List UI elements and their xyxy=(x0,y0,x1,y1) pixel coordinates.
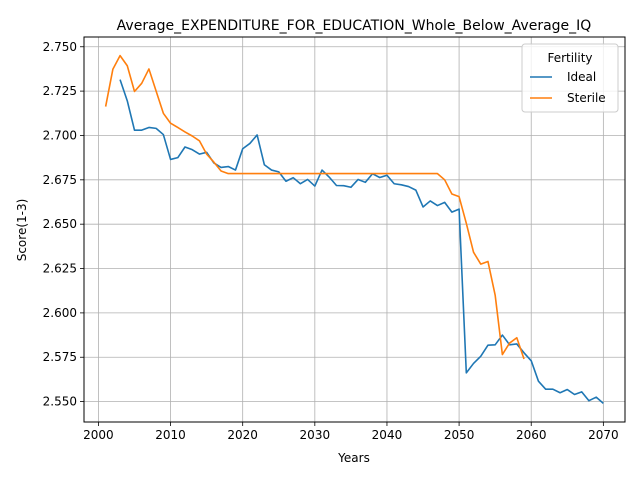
x-tick-label: 2050 xyxy=(444,428,475,442)
legend-title: Fertility xyxy=(547,51,592,65)
legend-box xyxy=(521,43,619,113)
x-axis-label: Years xyxy=(337,451,370,465)
y-tick-label: 2.675 xyxy=(43,173,77,187)
y-tick-label: 2.575 xyxy=(43,350,77,364)
y-tick-label: 2.625 xyxy=(43,262,77,276)
y-axis-label: Score(1-3) xyxy=(15,199,29,262)
x-axis-ticks: 2000 2010 2020 2030 2040 2050 2060 2070 xyxy=(83,422,619,442)
y-axis-ticks: 2.550 2.575 2.600 2.625 2.650 2.675 2.700 2.725… xyxy=(43,40,84,409)
legend: Fertility Ideal Sterile xyxy=(521,43,619,113)
series-line-sterile xyxy=(104,54,525,360)
x-tick-label: 2030 xyxy=(300,428,331,442)
x-tick-label: 2010 xyxy=(155,428,186,442)
legend-label-sterile: Sterile xyxy=(567,91,606,105)
y-tick-label: 2.550 xyxy=(43,395,77,409)
y-tick-label: 2.725 xyxy=(43,84,77,98)
legend-label-ideal: Ideal xyxy=(567,70,596,84)
y-tick-label: 2.600 xyxy=(43,306,77,320)
series-lines xyxy=(104,54,604,404)
x-tick-label: 2020 xyxy=(227,428,258,442)
x-tick-label: 2060 xyxy=(516,428,547,442)
x-tick-label: 2040 xyxy=(372,428,403,442)
x-tick-label: 2070 xyxy=(588,428,619,442)
y-tick-label: 2.700 xyxy=(43,128,77,142)
y-tick-label: 2.750 xyxy=(43,40,77,54)
x-tick-label: 2000 xyxy=(83,428,114,442)
plot-frame xyxy=(83,36,626,423)
chart-title: Average_EXPENDITURE_FOR_EDUCATION_Whole_… xyxy=(117,18,592,34)
series-line-ideal xyxy=(119,79,604,404)
y-tick-label: 2.650 xyxy=(43,217,77,231)
